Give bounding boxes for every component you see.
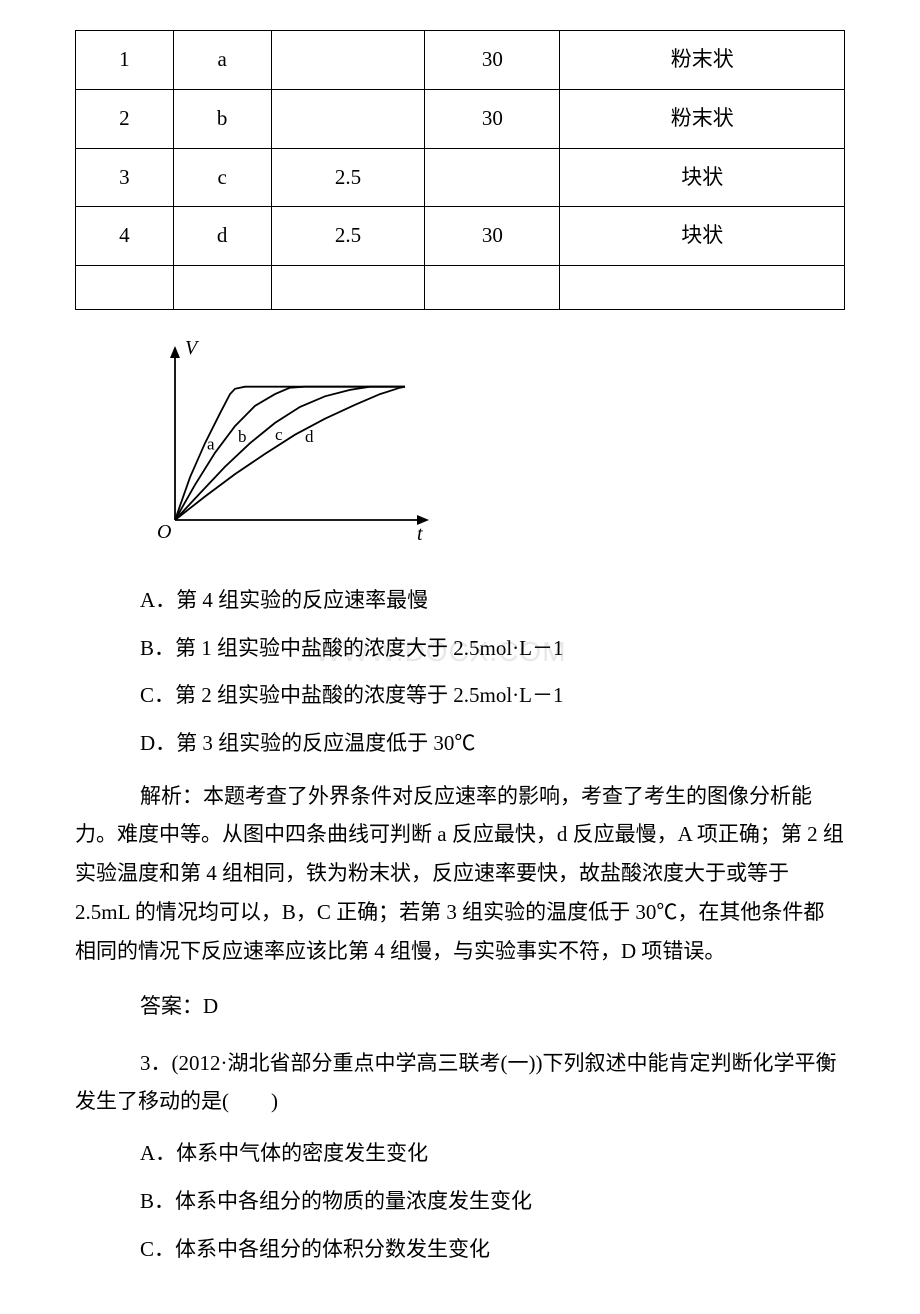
svg-text:d: d xyxy=(305,427,314,446)
table-cell: 块状 xyxy=(560,148,845,207)
option-c: C．第 2 组实验中盐酸的浓度等于 2.5mol·L－1 xyxy=(75,679,845,713)
q3-stem: 3．(2012·湖北省部分重点中学高三联考(一))下列叙述中能肯定判断化学平衡发… xyxy=(75,1044,845,1122)
table-cell: 4 xyxy=(76,207,174,266)
table-cell: 1 xyxy=(76,31,174,90)
question-3: 3．(2012·湖北省部分重点中学高三联考(一))下列叙述中能肯定判断化学平衡发… xyxy=(75,1044,845,1266)
table-cell: 30 xyxy=(425,89,560,148)
table-cell: 2.5 xyxy=(271,148,425,207)
option-b-text: B．第 1 组实验中盐酸的浓度大于 2.5mol·L－1 xyxy=(140,636,564,660)
table-cell: 2.5 xyxy=(271,207,425,266)
table-cell: d xyxy=(173,207,271,266)
explanation-paragraph: 解析：本题考查了外界条件对反应速率的影响，考查了考生的图像分析能力。难度中等。从… xyxy=(75,777,845,971)
svg-text:c: c xyxy=(275,425,283,444)
table-row: 2 b 30 粉末状 xyxy=(76,89,845,148)
chart-svg: Vt Oa b c d xyxy=(135,340,435,550)
svg-text:V: V xyxy=(185,340,200,359)
table-cell: b xyxy=(173,89,271,148)
table-cell xyxy=(173,266,271,310)
table-cell: 2 xyxy=(76,89,174,148)
q3-option-a: A．体系中气体的密度发生变化 xyxy=(75,1137,845,1171)
svg-text:b: b xyxy=(238,427,247,446)
q3-stem-text: 3．(2012·湖北省部分重点中学高三联考(一))下列叙述中能肯定判断化学平衡发… xyxy=(75,1051,836,1114)
q3-option-b: B．体系中各组分的物质的量浓度发生变化 xyxy=(75,1185,845,1219)
table-cell xyxy=(425,266,560,310)
table-row: 3 c 2.5 块状 xyxy=(76,148,845,207)
svg-text:a: a xyxy=(207,435,215,454)
explanation-text: 解析：本题考查了外界条件对反应速率的影响，考查了考生的图像分析能力。难度中等。从… xyxy=(75,784,844,963)
table-cell xyxy=(76,266,174,310)
table-row: 4 d 2.5 30 块状 xyxy=(76,207,845,266)
table-cell xyxy=(560,266,845,310)
experiment-table: 1 a 30 粉末状 2 b 30 粉末状 3 c 2.5 块状 4 d 2.5… xyxy=(75,30,845,310)
reaction-rate-chart: Vt Oa b c d xyxy=(75,330,845,570)
q3-option-c: C．体系中各组分的体积分数发生变化 xyxy=(75,1233,845,1267)
table-row: 1 a 30 粉末状 xyxy=(76,31,845,90)
table-cell: 粉末状 xyxy=(560,89,845,148)
option-d: D．第 3 组实验的反应温度低于 30℃ xyxy=(75,727,845,761)
table-cell: 粉末状 xyxy=(560,31,845,90)
svg-text:O: O xyxy=(157,521,171,543)
option-b: WWW.DOCX.COM B．第 1 组实验中盐酸的浓度大于 2.5mol·L－… xyxy=(75,632,845,666)
table-cell xyxy=(271,89,425,148)
table-row xyxy=(76,266,845,310)
table-cell: 3 xyxy=(76,148,174,207)
table-cell xyxy=(271,266,425,310)
table-cell: a xyxy=(173,31,271,90)
option-a: A．第 4 组实验的反应速率最慢 xyxy=(75,584,845,618)
table-cell: 30 xyxy=(425,207,560,266)
svg-text:t: t xyxy=(417,523,423,545)
table-cell: c xyxy=(173,148,271,207)
table-cell xyxy=(425,148,560,207)
table-cell: 块状 xyxy=(560,207,845,266)
answer-line: 答案：D xyxy=(75,987,845,1026)
table-cell xyxy=(271,31,425,90)
table-cell: 30 xyxy=(425,31,560,90)
